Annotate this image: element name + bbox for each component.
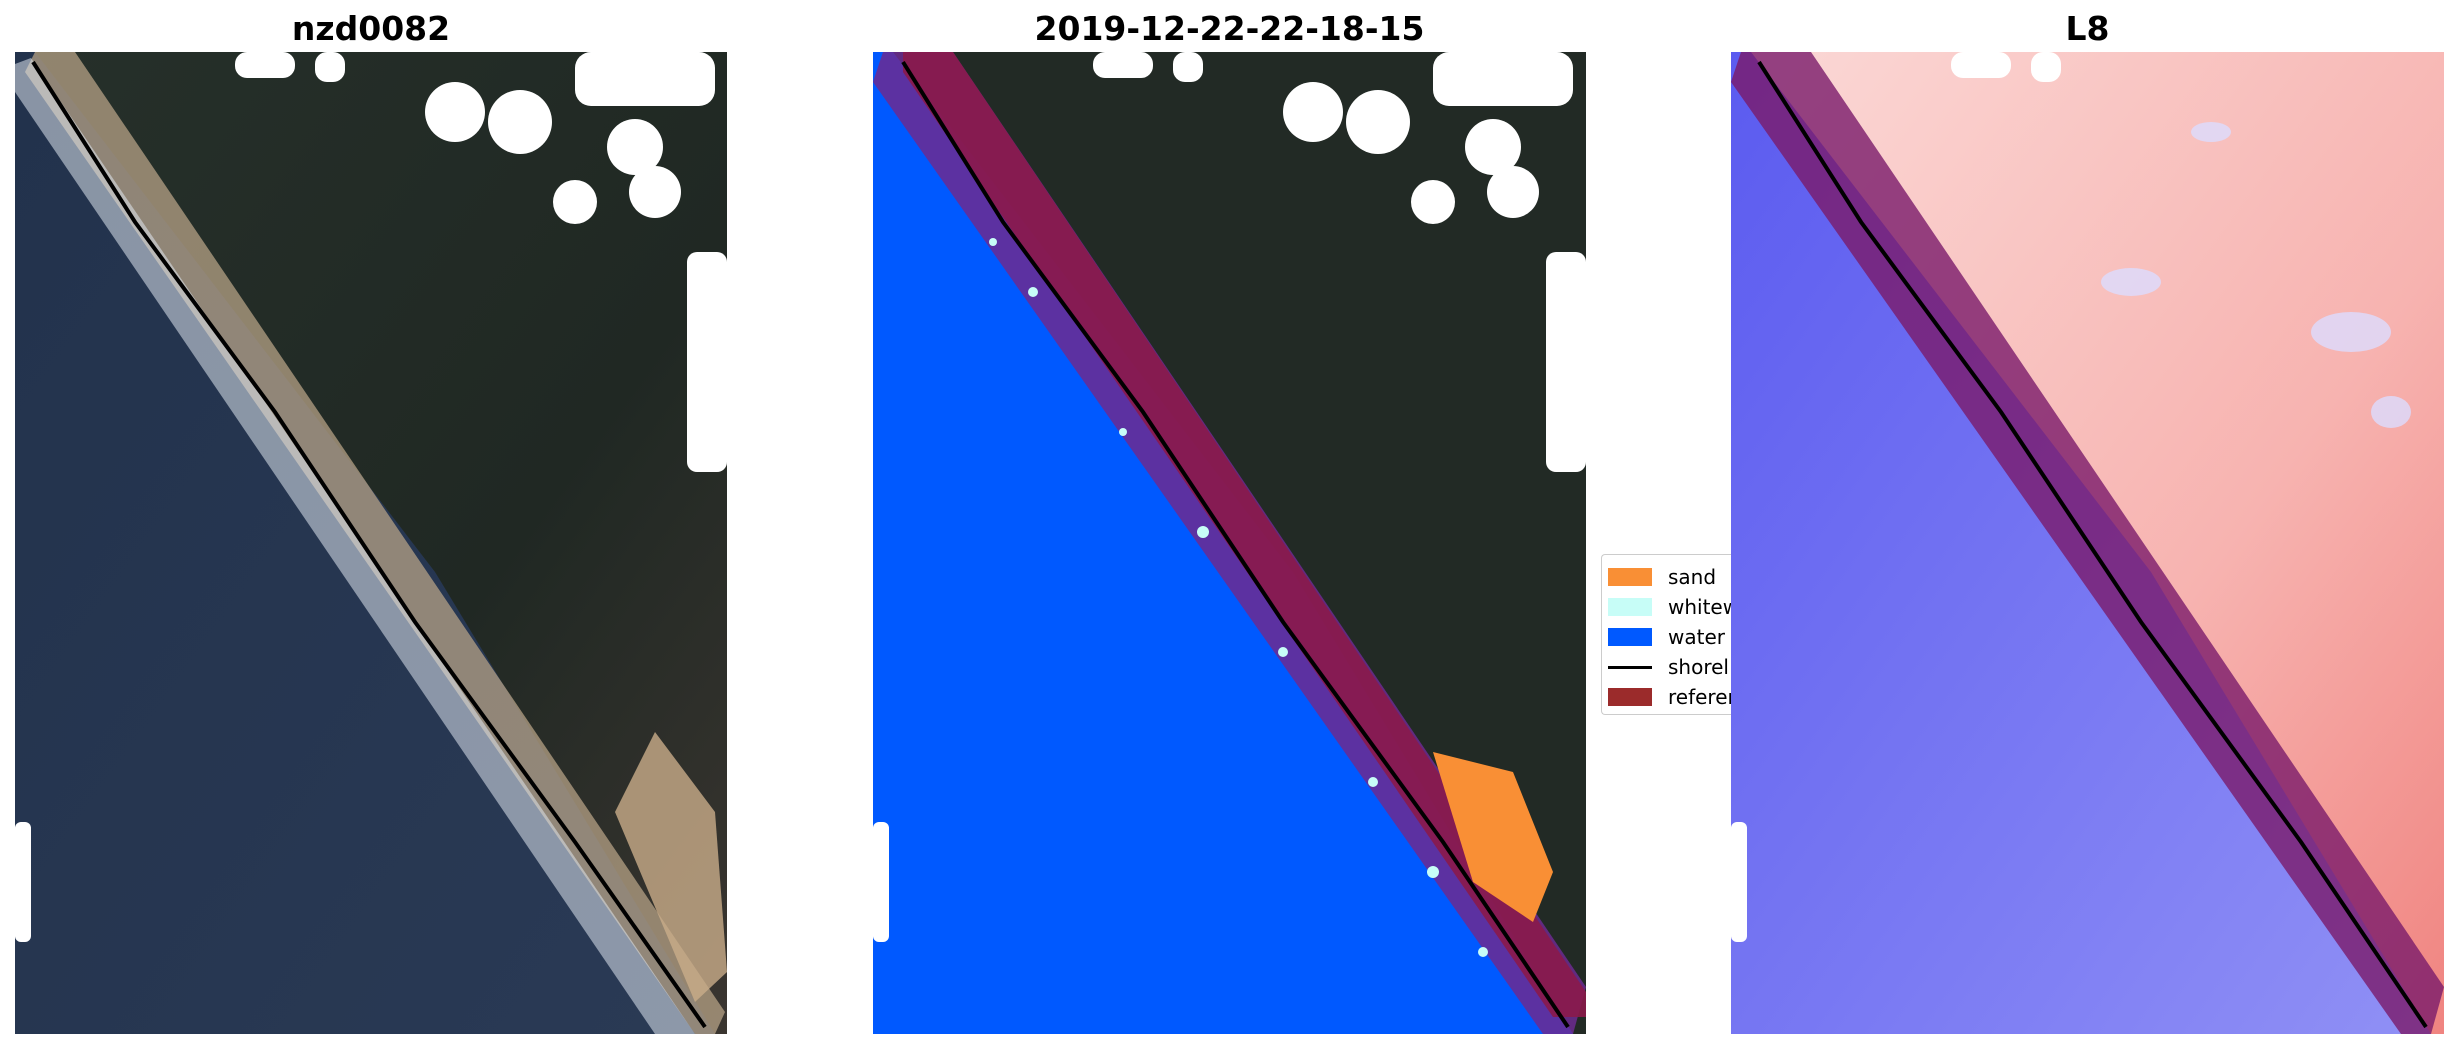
panel-title-index: L8 bbox=[2065, 9, 2110, 48]
legend-line-shoreline bbox=[1608, 665, 1652, 669]
legend-swatch-sand bbox=[1608, 568, 1652, 586]
classified-image bbox=[873, 52, 1586, 1034]
legend-label: water bbox=[1668, 625, 1725, 649]
legend-item-shoreline: shorel bbox=[1602, 655, 1729, 679]
legend-item-reference: referen bbox=[1602, 685, 1731, 709]
legend-item-sand: sand bbox=[1602, 565, 1716, 589]
rgb-satellite-image bbox=[15, 52, 727, 1034]
panel-title-rgb: nzd0082 bbox=[291, 9, 451, 48]
legend-label: sand bbox=[1668, 565, 1717, 589]
index-image bbox=[1731, 52, 2444, 1034]
legend-label: shorel bbox=[1668, 655, 1729, 679]
legend-label: referen bbox=[1668, 685, 1731, 709]
legend-item-water: water bbox=[1602, 625, 1725, 649]
legend-swatch-whitewater bbox=[1608, 598, 1652, 616]
legend-swatch-reference bbox=[1608, 688, 1652, 706]
panel-title-classified: 2019-12-22-22-18-15 bbox=[1034, 9, 1425, 48]
legend-swatch-water bbox=[1608, 628, 1652, 646]
